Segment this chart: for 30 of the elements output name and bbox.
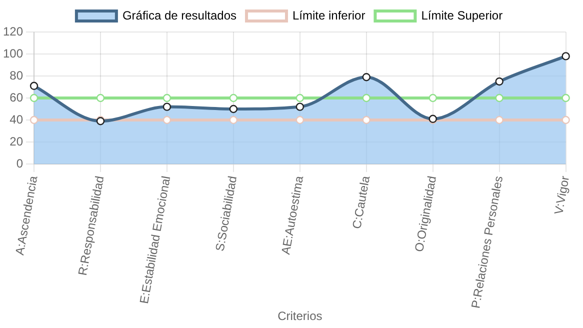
x-tick-label: V:Vigor (552, 174, 572, 216)
y-tick-label: 60 (10, 90, 24, 104)
legend-label: Límite inferior (292, 8, 366, 22)
legend-label: Límite Superior (421, 8, 503, 22)
point (562, 94, 570, 102)
point (362, 116, 370, 124)
point (495, 94, 504, 102)
y-tick-label: 80 (10, 68, 24, 82)
y-tick-label: 100 (2, 46, 24, 60)
y-tick-label: 20 (10, 134, 24, 148)
point (296, 116, 304, 124)
point (562, 116, 570, 124)
x-axis-title: Criterios (278, 309, 322, 324)
y-tick-label: 0 (16, 156, 24, 170)
point (495, 116, 504, 124)
point (96, 94, 105, 102)
point (229, 94, 238, 102)
legend-label: Gráfica de resultados (122, 8, 237, 22)
point (229, 116, 238, 124)
point (30, 116, 38, 124)
x-tick-label: C:Cautela (350, 174, 373, 230)
point (30, 94, 38, 102)
point (428, 94, 437, 102)
point (296, 94, 304, 102)
x-tick-label: P:Relaciones Personales (468, 174, 506, 310)
point (162, 94, 172, 102)
y-tick-label: 40 (10, 112, 24, 126)
point (362, 94, 370, 102)
y-tick-label: 120 (2, 24, 24, 38)
point (162, 116, 172, 124)
